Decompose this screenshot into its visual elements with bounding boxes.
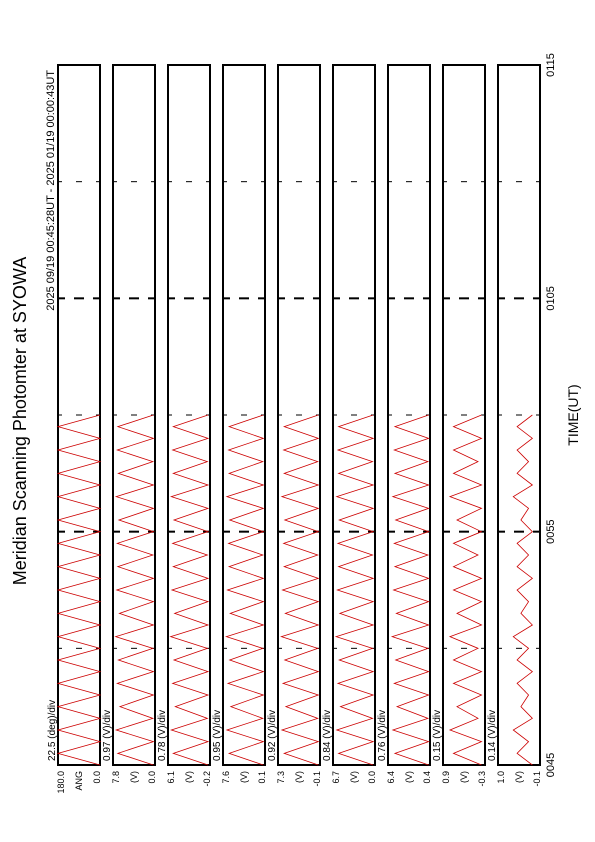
unit-label: (V) bbox=[239, 771, 249, 783]
subtitle: 2025 09/19 00:45:28UT - 2025 01/19 00:00… bbox=[45, 70, 57, 311]
y-tick-label: 1.0 bbox=[496, 771, 506, 784]
y-tick-label: 6.7 bbox=[331, 771, 341, 784]
data-line bbox=[390, 414, 430, 766]
scale-label: 22.5 (deg)/div bbox=[47, 700, 58, 761]
unit-label: (V) bbox=[129, 771, 139, 783]
x-tick-label: 0115 bbox=[545, 53, 557, 77]
y-tick-label: 7.8 bbox=[111, 771, 121, 784]
scale-label: 0.15 (V)/div bbox=[432, 710, 443, 761]
scale-label: 0.14 (V)/div bbox=[487, 710, 498, 761]
y-tick-label: 7.6 bbox=[221, 771, 231, 784]
unit-label: (V) bbox=[294, 771, 304, 783]
y-tick-label: 0.4 bbox=[422, 771, 432, 784]
unit-label: (V) bbox=[404, 771, 414, 783]
scale-label: 0.95 (V)/div bbox=[212, 710, 223, 761]
data-line bbox=[114, 414, 155, 766]
y-tick-label: -0.2 bbox=[202, 771, 212, 787]
y-tick-label: 0.0 bbox=[147, 771, 157, 784]
data-line bbox=[334, 414, 375, 766]
y-tick-label: -0.3 bbox=[477, 771, 487, 787]
unit-label: ANG bbox=[74, 771, 84, 791]
unit-label: (V) bbox=[514, 771, 524, 783]
y-tick-label: 0.0 bbox=[92, 771, 102, 784]
unit-label: (V) bbox=[459, 771, 469, 783]
data-line bbox=[280, 414, 320, 766]
y-tick-label: -0.1 bbox=[312, 771, 322, 787]
y-tick-label: 0.0 bbox=[367, 771, 377, 784]
y-tick-label: 0.1 bbox=[257, 771, 267, 784]
data-line bbox=[448, 414, 483, 766]
scale-label: 0.78 (V)/div bbox=[157, 710, 168, 761]
x-tick-label: 0055 bbox=[545, 519, 557, 543]
scale-label: 0.84 (V)/div bbox=[322, 710, 333, 761]
y-tick-label: 180.0 bbox=[56, 771, 66, 794]
data-line bbox=[512, 414, 534, 766]
data-line bbox=[56, 414, 102, 766]
data-line bbox=[169, 414, 210, 766]
y-tick-label: 7.3 bbox=[276, 771, 286, 784]
x-tick-label: 0045 bbox=[545, 753, 557, 777]
y-tick-label: 6.4 bbox=[386, 771, 396, 784]
y-tick-label: -0.1 bbox=[532, 771, 542, 787]
x-tick-label: 0105 bbox=[545, 286, 557, 310]
y-tick-label: 6.1 bbox=[166, 771, 176, 784]
y-tick-label: 0.9 bbox=[441, 771, 451, 784]
scale-label: 0.92 (V)/div bbox=[267, 710, 278, 761]
scale-label: 0.97 (V)/div bbox=[102, 710, 113, 761]
plot-area: Meridian Scanning Photomter at SYOWA TIM… bbox=[10, 53, 581, 793]
data-line bbox=[225, 414, 265, 766]
scale-label: 0.76 (V)/div bbox=[377, 710, 388, 761]
chart-title: Meridian Scanning Photomter at SYOWA bbox=[10, 257, 30, 585]
unit-label: (V) bbox=[349, 771, 359, 783]
x-axis-label: TIME(UT) bbox=[565, 384, 581, 445]
unit-label: (V) bbox=[184, 771, 194, 783]
